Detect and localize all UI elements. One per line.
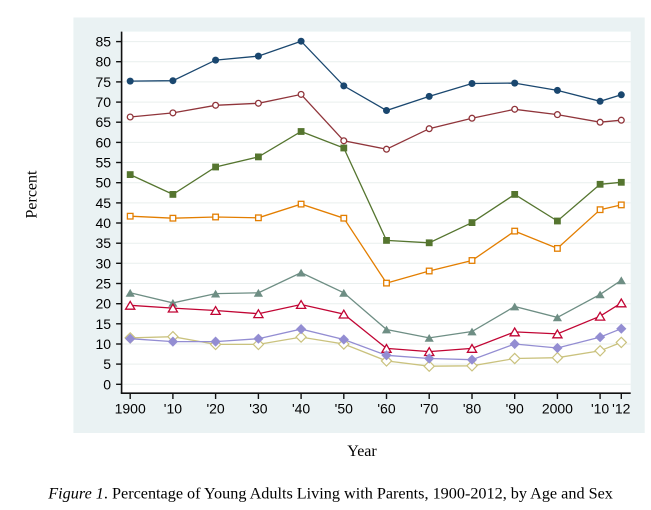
svg-text:'12: '12 — [612, 400, 630, 416]
svg-text:'70: '70 — [420, 400, 438, 416]
svg-text:20: 20 — [96, 296, 112, 312]
svg-text:50: 50 — [96, 175, 112, 191]
svg-text:'40: '40 — [292, 400, 310, 416]
svg-text:0: 0 — [103, 376, 111, 392]
svg-text:'60: '60 — [377, 400, 395, 416]
svg-text:80: 80 — [96, 54, 112, 70]
svg-text:'10: '10 — [164, 400, 182, 416]
svg-text:5: 5 — [103, 356, 111, 372]
svg-text:35: 35 — [96, 235, 112, 251]
svg-text:'20: '20 — [206, 400, 224, 416]
svg-text:Year: Year — [347, 443, 377, 460]
svg-text:'30: '30 — [249, 400, 267, 416]
svg-text:10: 10 — [96, 336, 112, 352]
svg-text:85: 85 — [96, 34, 112, 50]
svg-text:'80: '80 — [463, 400, 481, 416]
svg-text:'90: '90 — [506, 400, 524, 416]
svg-text:'10: '10 — [591, 400, 609, 416]
svg-text:15: 15 — [96, 316, 112, 332]
svg-text:70: 70 — [96, 94, 112, 110]
svg-text:1900: 1900 — [115, 400, 146, 416]
svg-text:45: 45 — [96, 195, 112, 211]
svg-text:2000: 2000 — [542, 400, 573, 416]
svg-text:40: 40 — [96, 215, 112, 231]
svg-text:55: 55 — [96, 155, 112, 171]
svg-text:60: 60 — [96, 134, 112, 150]
svg-text:Figure 1. Percentage of Young: Figure 1. Percentage of Young Adults Liv… — [47, 485, 613, 503]
svg-text:'50: '50 — [335, 400, 353, 416]
svg-text:65: 65 — [96, 114, 112, 130]
svg-text:75: 75 — [96, 74, 112, 90]
svg-text:25: 25 — [96, 276, 112, 292]
svg-text:30: 30 — [96, 255, 112, 271]
svg-text:Percent: Percent — [24, 170, 41, 219]
